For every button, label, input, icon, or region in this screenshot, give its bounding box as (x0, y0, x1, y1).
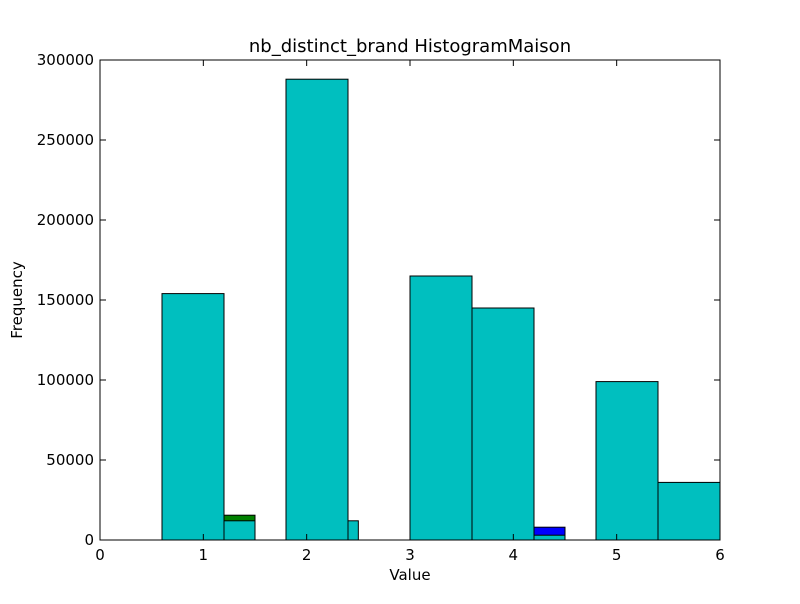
histogram-bar (471, 307, 535, 541)
histogram-bar (595, 381, 659, 541)
x-tick-label: 2 (302, 546, 312, 564)
y-tick-label: 150000 (37, 291, 94, 309)
y-tick-label: 250000 (37, 131, 94, 149)
histogram-bar (533, 534, 566, 541)
histogram-bar (161, 293, 225, 541)
chart-title: nb_distinct_brand HistogramMaison (249, 36, 571, 57)
x-axis-label: Value (389, 566, 430, 584)
x-tick-label: 3 (405, 546, 415, 564)
y-tick-label: 100000 (37, 371, 94, 389)
y-axis-label: Frequency (8, 261, 26, 339)
x-tick-label: 6 (715, 546, 725, 564)
y-tick-label: 200000 (37, 211, 94, 229)
x-tick-label: 0 (95, 546, 105, 564)
histogram-bar (409, 275, 473, 541)
x-tick-label: 1 (199, 546, 209, 564)
y-tick-label: 0 (84, 531, 94, 549)
histogram-bar (657, 481, 721, 541)
y-tick-label: 300000 (37, 51, 94, 69)
x-tick-label: 5 (612, 546, 622, 564)
ticks-group: 0 1 2 3 4 5 6 0 50000 100000 150000 200000 250000 300… (37, 51, 725, 564)
histogram-bar (223, 520, 256, 541)
histogram-bar (285, 78, 349, 541)
x-tick-label: 4 (509, 546, 519, 564)
histogram-bar (347, 520, 359, 541)
bars-group (161, 78, 721, 541)
y-tick-label: 50000 (46, 451, 94, 469)
